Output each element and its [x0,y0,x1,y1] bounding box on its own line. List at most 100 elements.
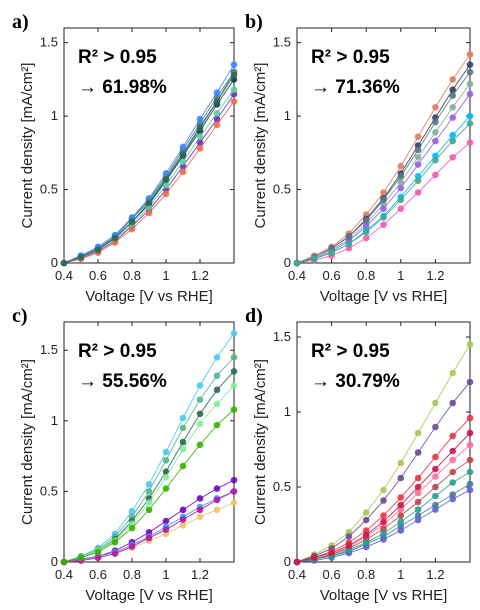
y-tick-label: 1 [284,404,291,419]
data-point [196,145,204,152]
data-point [362,531,370,539]
data-point [449,137,457,145]
y-tick-label: 0 [284,554,291,569]
data-point [213,89,221,96]
data-point [60,259,68,267]
data-point [380,530,387,537]
data-point [293,558,301,566]
data-point [213,485,221,492]
data-point [432,399,439,407]
fit-line [63,89,235,264]
data-point [196,115,204,123]
y-tick-label: 0 [51,554,58,569]
data-point [162,517,170,525]
data-point [362,228,370,236]
data-point [345,542,353,549]
data-point [380,536,387,543]
data-point [128,507,136,515]
fit-line [63,333,235,563]
data-point [145,199,153,207]
x-tick-label: 0.4 [288,567,306,582]
data-point [414,161,422,168]
data-point [449,369,457,377]
data-point [380,486,387,494]
data-point [196,124,204,132]
data-point [380,196,387,204]
r2-annotation: R² > 0.95 [78,47,157,68]
panel-letter: c) [12,305,28,327]
data-point [196,495,204,502]
data-point [213,421,221,429]
data-point [432,156,439,164]
data-point [94,548,102,556]
data-point [230,499,238,507]
data-point [414,189,422,196]
data-point [162,448,170,456]
data-point [213,109,221,117]
x-tick-label: 1 [397,567,404,582]
data-point [196,139,204,146]
data-point [213,386,221,394]
y-tick-label: 0 [51,255,58,270]
series-3 [293,80,474,267]
data-point [432,423,439,431]
axes-frame [63,27,235,264]
data-point [466,456,474,464]
data-point [311,255,318,262]
data-point [128,225,136,233]
data-point [397,527,405,534]
data-point [162,468,170,475]
data-point [328,249,335,257]
data-point [432,483,439,491]
data-point [230,368,238,375]
data-point [60,558,68,566]
data-point [196,410,204,418]
data-point [414,146,422,154]
data-point [380,221,387,229]
fit-line [296,71,471,264]
data-point [449,479,457,486]
data-point [179,445,187,453]
series-7 [293,68,474,267]
data-point [362,516,370,524]
data-point [380,518,387,525]
data-point [230,98,238,105]
percentage-annotation: → 55.56% [78,371,167,392]
data-point [94,246,102,254]
data-point [432,465,439,473]
data-point [196,420,204,427]
data-point [145,209,153,217]
data-point [397,494,405,501]
x-tick-label: 0.4 [288,268,306,283]
y-tick-label: 0.5 [40,182,58,197]
data-point [196,513,204,521]
data-point [432,137,439,145]
data-point [466,80,474,88]
data-point [397,512,405,519]
data-point [311,554,318,561]
data-point [466,51,474,58]
data-point [77,253,85,261]
x-tick-label: 0.6 [89,268,107,283]
fit-line [296,83,471,264]
data-point [362,217,370,224]
data-point [380,189,387,196]
panel-b: b) 0.4 0.6 0.8 1 1.2 0 0.5 1 1.5 Voltage [V vs RHE… [245,11,474,305]
data-point [432,104,439,111]
axes-frame [63,321,235,563]
data-point [145,534,153,542]
y-tick-label: 1.5 [40,342,58,357]
panel-letter: b) [245,11,263,33]
data-point [449,131,457,139]
data-point [414,506,422,513]
series-1 [60,68,238,267]
data-point [466,468,474,476]
x-tick-label: 1.2 [191,567,209,582]
data-point [466,112,474,120]
data-point [213,115,221,123]
series-8 [60,71,238,267]
data-point [128,524,136,532]
x-tick-label: 0.8 [357,268,375,283]
data-point [397,184,405,192]
